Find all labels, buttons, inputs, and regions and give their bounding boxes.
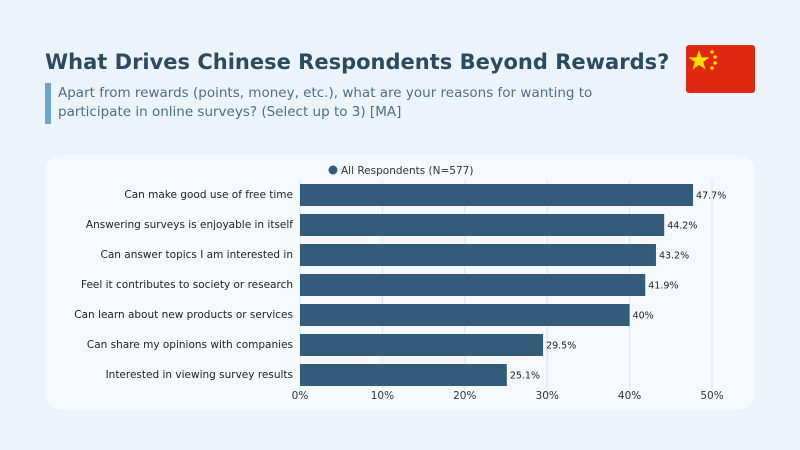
value-label: 40% <box>633 311 654 322</box>
flag-star <box>710 50 714 54</box>
value-label: 43.2% <box>659 251 689 262</box>
x-tick-label: 10% <box>371 390 394 402</box>
y-tick-label: Can answer topics I am interested in <box>101 249 293 261</box>
value-label: 41.9% <box>648 281 678 292</box>
value-label: 25.1% <box>510 371 540 382</box>
flag-star <box>710 66 714 70</box>
y-tick-label: Can learn about new products or services <box>74 309 293 321</box>
bar <box>300 184 694 206</box>
bar <box>300 304 630 326</box>
legend-marker <box>328 165 338 175</box>
value-label: 44.2% <box>667 221 697 232</box>
plot: 0% 10% 20% 30% 40% 50% All Respondents (N=577)… <box>74 165 726 402</box>
bar <box>300 214 665 236</box>
flag-star <box>688 50 710 70</box>
y-tick-label: Can make good use of free time <box>124 189 293 201</box>
bar <box>300 364 507 386</box>
flag-star <box>713 61 717 65</box>
subtitle-box: Apart from rewards (points, money, etc.)… <box>58 85 593 120</box>
y-tick-label: Can share my opinions with companies <box>87 339 293 351</box>
value-label: 29.5% <box>546 341 576 352</box>
flag-star <box>713 55 717 59</box>
flag-field <box>686 45 755 93</box>
value-label: 47.7% <box>696 191 726 202</box>
x-tick-label: 40% <box>618 390 641 402</box>
x-tick-label: 50% <box>700 390 723 402</box>
bar <box>300 334 544 356</box>
flag <box>686 45 755 93</box>
x-tick-label: 0% <box>292 390 309 402</box>
y-tick-label: Feel it contributes to society or resear… <box>81 279 293 291</box>
bar <box>300 244 656 266</box>
legend-label: All Respondents (N=577) <box>341 165 473 177</box>
subtitle: Apart from rewards (points, money, etc.)… <box>58 85 593 120</box>
x-tick-label: 30% <box>536 390 559 402</box>
bar <box>300 274 646 296</box>
title: What Drives Chinese Respondents Beyond R… <box>45 50 669 74</box>
x-tick-label: 20% <box>453 390 476 402</box>
y-tick-label: Interested in viewing survey results <box>106 369 293 381</box>
y-tick-label: Answering surveys is enjoyable in itself <box>86 219 293 231</box>
subtitle-accent <box>45 83 51 124</box>
